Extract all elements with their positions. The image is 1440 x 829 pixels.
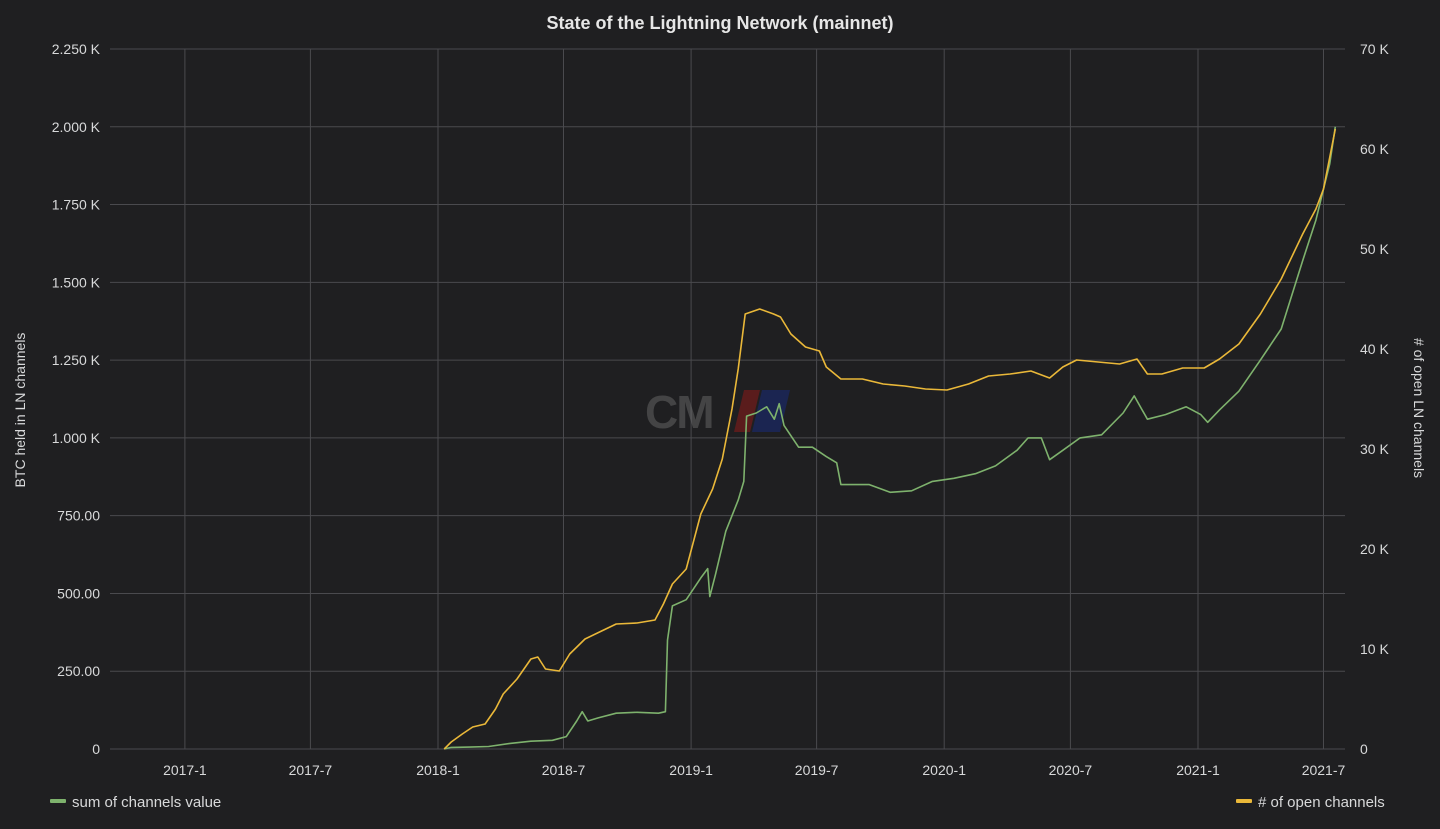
watermark-logo: CM xyxy=(645,386,790,438)
y-axis-right-title: # of open LN channels xyxy=(1411,338,1427,478)
chart-title: State of the Lightning Network (mainnet) xyxy=(547,13,894,33)
y-left-tick-label: 1.500 K xyxy=(52,274,101,290)
y-right-tick-label: 60 K xyxy=(1360,141,1389,157)
x-tick-label: 2017-7 xyxy=(289,762,333,778)
legend-item-sum-of-channels-value[interactable]: sum of channels value xyxy=(50,794,221,811)
y-left-tick-label: 2.000 K xyxy=(52,119,101,135)
series-line-1 xyxy=(443,128,1337,750)
y-left-tick-label: 250.00 xyxy=(57,663,100,679)
y-left-tick-label: 1.000 K xyxy=(52,430,101,446)
y-left-tick-label: 1.750 K xyxy=(52,197,101,213)
x-tick-label: 2020-1 xyxy=(922,762,966,778)
y-right-tick-label: 40 K xyxy=(1360,341,1389,357)
y-right-tick-label: 0 xyxy=(1360,741,1368,757)
y-right-tick-label: 70 K xyxy=(1360,41,1389,57)
y-left-tick-label: 2.250 K xyxy=(52,41,101,57)
grid xyxy=(110,48,1345,750)
y-left-tick-label: 500.00 xyxy=(57,585,100,601)
y-left-tick-label: 1.250 K xyxy=(52,352,101,368)
y-right-tick-label: 10 K xyxy=(1360,641,1389,657)
y-right-tick-label: 50 K xyxy=(1360,241,1389,257)
series-line-0 xyxy=(444,126,1337,750)
svg-text:CM: CM xyxy=(645,386,713,438)
series-layer xyxy=(443,126,1337,750)
x-tick-label: 2019-1 xyxy=(669,762,713,778)
y-left-tick-label: 750.00 xyxy=(57,508,100,524)
legend-swatch xyxy=(1236,799,1252,803)
legend-swatch xyxy=(50,799,66,803)
y-axis-left-title: BTC held in LN channels xyxy=(12,333,28,488)
x-tick-label: 2021-7 xyxy=(1302,762,1346,778)
x-axis-ticks: 2017-1 2017-7 2018-1 2018-7 2019-1 2019-7 2020… xyxy=(163,762,1345,778)
y-right-tick-label: 20 K xyxy=(1360,541,1389,557)
y-axis-right-ticks: 0 10 K 20 K 30 K 40 K 50 K 60 K 70 K xyxy=(1360,41,1389,757)
legend-label: # of open channels xyxy=(1258,794,1385,811)
y-right-tick-label: 30 K xyxy=(1360,441,1389,457)
y-left-tick-label: 0 xyxy=(92,741,100,757)
x-tick-label: 2018-1 xyxy=(416,762,460,778)
x-tick-label: 2019-7 xyxy=(795,762,839,778)
x-tick-label: 2021-1 xyxy=(1176,762,1220,778)
x-tick-label: 2018-7 xyxy=(542,762,586,778)
y-axis-left-ticks: 0 250.00 500.00 750.00 1.000 K 1.250 K 1.500 K… xyxy=(52,41,101,757)
legend-label: sum of channels value xyxy=(72,794,221,811)
legend-item-open-channels[interactable]: # of open channels xyxy=(1236,794,1385,811)
x-tick-label: 2017-1 xyxy=(163,762,207,778)
x-tick-label: 2020-7 xyxy=(1049,762,1093,778)
